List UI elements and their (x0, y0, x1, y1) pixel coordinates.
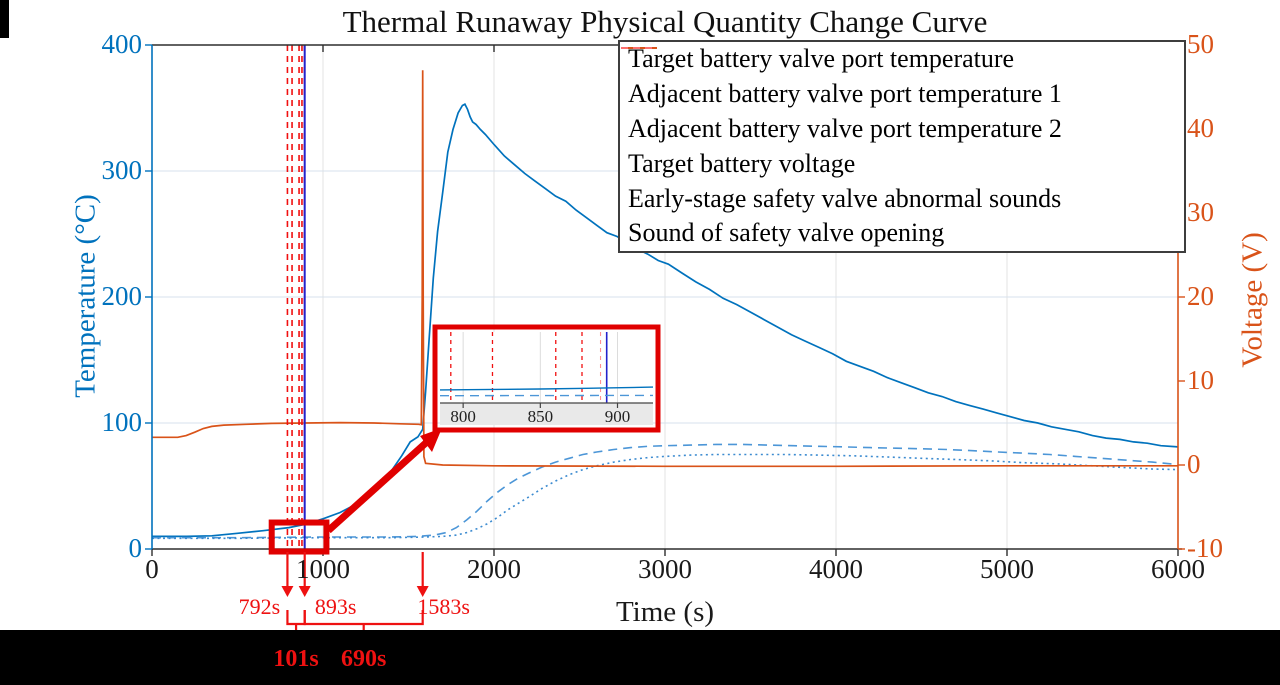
inset-x-tick-label: 800 (450, 407, 476, 426)
x-tick-label: 6000 (1151, 554, 1205, 584)
legend-item: Adjacent battery valve port temperature … (620, 47, 1184, 112)
legend-item: Early-stage safety valve abnormal sounds (620, 47, 1184, 216)
y-left-tick-label: 400 (101, 29, 143, 59)
event-time-label: 792s (238, 594, 281, 619)
legend-item: Target battery valve port temperature (620, 42, 1184, 77)
time-arrow-head (281, 586, 294, 597)
interval-duration-label: 101s (273, 646, 319, 672)
x-axis-label: Time (s) (615, 596, 715, 628)
series-left-line (152, 443, 1179, 539)
y-right-tick-label: 40 (1187, 113, 1214, 143)
legend-line-sample (621, 47, 657, 49)
time-arrow-head (416, 586, 429, 597)
zoom-arrow-shaft (326, 438, 431, 534)
legend-item-label: Early-stage safety valve abnormal sounds (628, 183, 1062, 213)
chart-title: Thermal Runaway Physical Quantity Change… (342, 4, 988, 39)
series-left-line (152, 103, 1179, 538)
legend-item-label: Adjacent battery valve port temperature … (628, 113, 1062, 143)
legend-item-label: Adjacent battery valve port temperature … (628, 79, 1062, 109)
y-right-tick-label: 30 (1187, 197, 1214, 227)
x-tick-label: 4000 (809, 554, 863, 584)
x-tick-label: 1000 (296, 554, 350, 584)
y-right-tick-label: 20 (1187, 281, 1214, 311)
zoom-arrow-head (420, 428, 442, 452)
inset-axis-band (440, 403, 653, 425)
screenshot-black-band (0, 630, 1280, 685)
series-right-line (152, 70, 1178, 468)
y-left-tick-label: 0 (128, 533, 143, 563)
inset-x-tick-label: 850 (527, 407, 554, 426)
y-right-axis-label: Voltage (V) (1236, 232, 1269, 368)
legend-item: Sound of safety valve opening (620, 47, 1184, 251)
inset-x-tick-label: 900 (604, 407, 631, 426)
legend-item: Target battery voltage (620, 47, 1184, 181)
y-right-tick-label: -10 (1187, 533, 1223, 563)
event-time-label: 893s (314, 594, 357, 619)
interval-duration-label: 690s (341, 646, 387, 672)
y-left-tick-label: 300 (101, 155, 143, 185)
inset-series-line (439, 386, 654, 391)
inset-border (432, 324, 661, 433)
legend-item-label: Target battery voltage (628, 148, 856, 178)
y-right-tick-label: 50 (1187, 29, 1214, 59)
legend: Target battery valve port temperature Adj… (618, 40, 1186, 253)
inset-bg (440, 332, 653, 403)
y-right-tick-label: 10 (1187, 365, 1214, 395)
x-tick-label: 2000 (467, 554, 521, 584)
legend-item: Adjacent battery valve port temperature … (620, 47, 1184, 147)
y-left-tick-label: 100 (101, 407, 143, 437)
legend-item-label: Target battery valve port temperature (628, 44, 1015, 74)
y-right-tick-label: 0 (1187, 449, 1201, 479)
y-left-tick-label: 200 (101, 281, 143, 311)
x-tick-label: 5000 (980, 554, 1034, 584)
x-tick-label: 3000 (638, 554, 692, 584)
time-arrow-head (298, 586, 311, 597)
zoom-source-rect (268, 519, 330, 555)
x-tick-label: 0 (145, 554, 159, 584)
series-left-line (152, 453, 1179, 540)
event-time-label: 1583s (417, 594, 470, 619)
legend-item-label: Sound of safety valve opening (628, 218, 945, 248)
screenshot-black-sliver (0, 0, 9, 38)
